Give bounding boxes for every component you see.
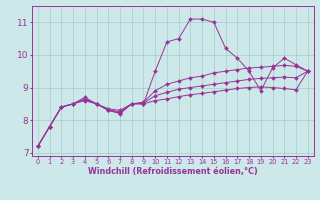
X-axis label: Windchill (Refroidissement éolien,°C): Windchill (Refroidissement éolien,°C) <box>88 167 258 176</box>
